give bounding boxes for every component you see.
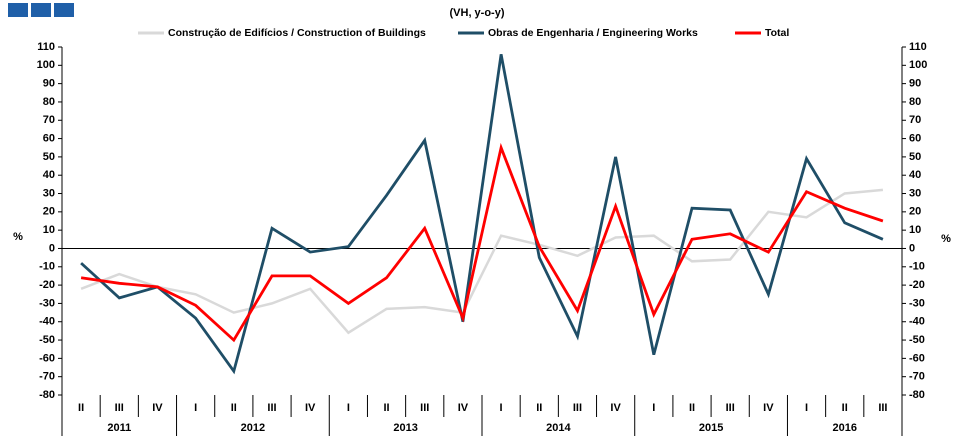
y2-tick-label: 100 xyxy=(909,59,927,71)
y-tick-label: -70 xyxy=(39,371,55,383)
x-tick-label: III xyxy=(726,402,735,414)
y-tick-label: 40 xyxy=(43,169,55,181)
y-tick-label: 90 xyxy=(43,78,55,90)
chart-subtitle: (VH, y-o-y) xyxy=(450,7,505,19)
y2-tick-label: 30 xyxy=(909,187,921,199)
x-tick-label: I xyxy=(500,402,503,414)
y2-tick-label: -10 xyxy=(909,261,925,273)
y-tick-label: 80 xyxy=(43,96,55,108)
x-tick-label: I xyxy=(347,402,350,414)
x-tick-label: II xyxy=(842,402,848,414)
y2-tick-label: -30 xyxy=(909,297,925,309)
year-label: 2015 xyxy=(699,422,723,434)
x-tick-label: II xyxy=(689,402,695,414)
x-tick-label: IV xyxy=(610,402,621,414)
y-tick-label: 100 xyxy=(37,59,55,71)
series-line xyxy=(80,142,884,343)
y-tick-label: -50 xyxy=(39,334,55,346)
legend-label: Total xyxy=(765,27,789,39)
x-tick-label: III xyxy=(267,402,276,414)
x-tick-label: I xyxy=(194,402,197,414)
y-tick-label: 10 xyxy=(43,224,55,236)
legend-label: Obras de Engenharia / Engineering Works xyxy=(488,27,698,39)
y2-tick-label: 110 xyxy=(909,41,927,53)
x-tick-label: II xyxy=(78,402,84,414)
y-tick-label: 50 xyxy=(43,151,55,163)
x-tick-label: I xyxy=(805,402,808,414)
y2-axis-label: % xyxy=(941,233,951,245)
y2-tick-label: 10 xyxy=(909,224,921,236)
y-tick-label: 30 xyxy=(43,187,55,199)
x-tick-label: IV xyxy=(152,402,163,414)
logo-block xyxy=(8,3,28,17)
y2-tick-label: -50 xyxy=(909,334,925,346)
y2-tick-label: 90 xyxy=(909,78,921,90)
year-label: 2013 xyxy=(393,422,417,434)
y-tick-label: 0 xyxy=(49,242,55,254)
y2-tick-label: 0 xyxy=(909,242,915,254)
y2-tick-label: 70 xyxy=(909,114,921,126)
y-tick-label: -80 xyxy=(39,389,55,401)
y-tick-label: -40 xyxy=(39,316,55,328)
y2-tick-label: -20 xyxy=(909,279,925,291)
year-label: 2012 xyxy=(241,422,265,434)
y-tick-label: 60 xyxy=(43,132,55,144)
y-tick-label: -20 xyxy=(39,279,55,291)
logo-block xyxy=(54,3,74,17)
x-tick-label: II xyxy=(231,402,237,414)
y-tick-label: -30 xyxy=(39,297,55,309)
y2-tick-label: 40 xyxy=(909,169,921,181)
series-line xyxy=(80,188,884,335)
y2-tick-label: -70 xyxy=(909,371,925,383)
year-label: 2016 xyxy=(832,422,856,434)
x-tick-label: III xyxy=(878,402,887,414)
x-tick-label: III xyxy=(420,402,429,414)
y2-tick-label: -40 xyxy=(909,316,925,328)
y-tick-label: -10 xyxy=(39,261,55,273)
y2-tick-label: 50 xyxy=(909,151,921,163)
legend-label: Construção de Edifícios / Construction o… xyxy=(168,27,426,39)
y2-tick-label: 60 xyxy=(909,132,921,144)
x-tick-label: II xyxy=(536,402,542,414)
x-tick-label: II xyxy=(383,402,389,414)
y-tick-label: 20 xyxy=(43,206,55,218)
x-tick-label: IV xyxy=(458,402,469,414)
x-tick-label: IV xyxy=(763,402,774,414)
y-tick-label: -60 xyxy=(39,352,55,364)
series-line xyxy=(80,54,884,375)
x-tick-label: IV xyxy=(305,402,316,414)
x-tick-label: III xyxy=(115,402,124,414)
y-tick-label: 70 xyxy=(43,114,55,126)
y2-tick-label: -60 xyxy=(909,352,925,364)
y2-tick-label: 20 xyxy=(909,206,921,218)
x-tick-label: I xyxy=(652,402,655,414)
y-axis-label: % xyxy=(13,231,23,243)
y2-tick-label: -80 xyxy=(909,389,925,401)
y2-tick-label: 80 xyxy=(909,96,921,108)
x-tick-label: III xyxy=(573,402,582,414)
year-label: 2014 xyxy=(546,422,571,434)
y-tick-label: 110 xyxy=(37,41,55,53)
year-label: 2011 xyxy=(107,422,131,434)
logo-block xyxy=(31,3,51,17)
